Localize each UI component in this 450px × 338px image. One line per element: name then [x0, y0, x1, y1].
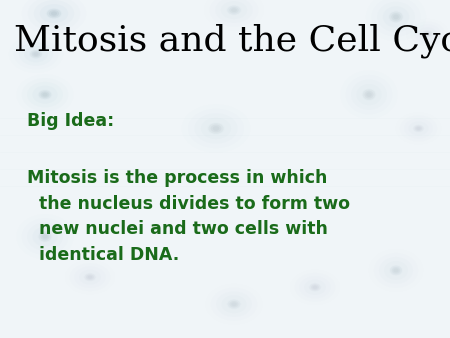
Ellipse shape [32, 51, 40, 57]
Ellipse shape [51, 11, 57, 16]
Text: Big Idea:: Big Idea: [27, 112, 114, 129]
Ellipse shape [49, 10, 59, 17]
Ellipse shape [391, 13, 401, 21]
Text: Mitosis is the process in which
  the nucleus divides to form two
  new nuclei a: Mitosis is the process in which the nucl… [27, 169, 350, 264]
Text: Mitosis and the Cell Cycle: Mitosis and the Cell Cycle [14, 24, 450, 58]
Ellipse shape [40, 233, 50, 240]
Ellipse shape [40, 92, 50, 98]
Ellipse shape [47, 9, 61, 18]
